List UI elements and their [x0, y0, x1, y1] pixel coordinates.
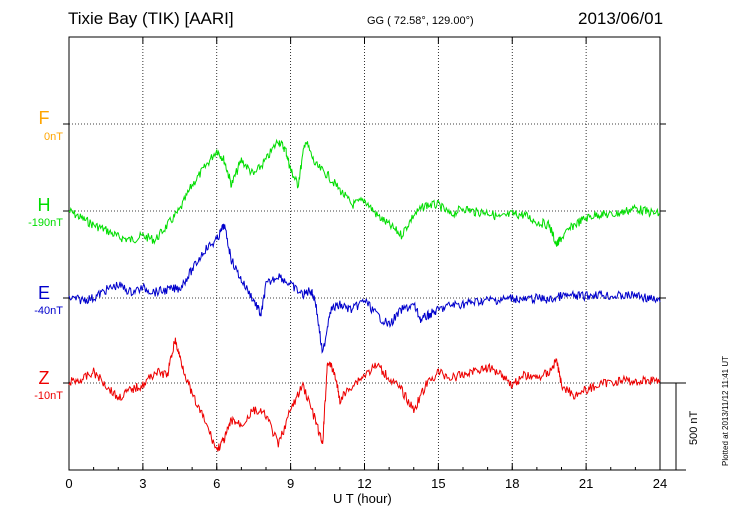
station-title: Tixie Bay (TIK) [AARI] [68, 9, 234, 28]
x-tick-label: 0 [65, 476, 72, 491]
offset-label-f: 0nT [44, 131, 63, 143]
x-tick-label: 6 [213, 476, 220, 491]
series-line-e [68, 223, 661, 354]
offset-label-z: -10nT [34, 390, 63, 402]
series-label-z: Z [38, 368, 50, 388]
x-axis-label: U T (hour) [333, 491, 392, 506]
offset-label-h: -190nT [28, 217, 63, 229]
plotted-timestamp: Plotted at 2013/11/12 11:41 UT [721, 355, 730, 466]
offset-label-e: -40nT [34, 305, 63, 317]
scale-bar-label: 500 nT [688, 410, 700, 445]
x-tick-label: 15 [431, 476, 445, 491]
series-label-e: E [37, 283, 50, 303]
x-tick-label: 21 [579, 476, 593, 491]
series-label-f: F [38, 108, 50, 128]
x-tick-label: 3 [139, 476, 146, 491]
series-line-h [68, 138, 661, 247]
x-tick-label: 24 [653, 476, 667, 491]
series-line-z [68, 337, 661, 452]
x-tick-label: 9 [287, 476, 294, 491]
geographic-coordinates: GG ( 72.58°, 129.00°) [367, 15, 474, 27]
observation-date: 2013/06/01 [578, 9, 664, 28]
x-tick-label: 12 [357, 476, 371, 491]
series-label-h: H [37, 195, 51, 215]
x-tick-label: 18 [505, 476, 519, 491]
